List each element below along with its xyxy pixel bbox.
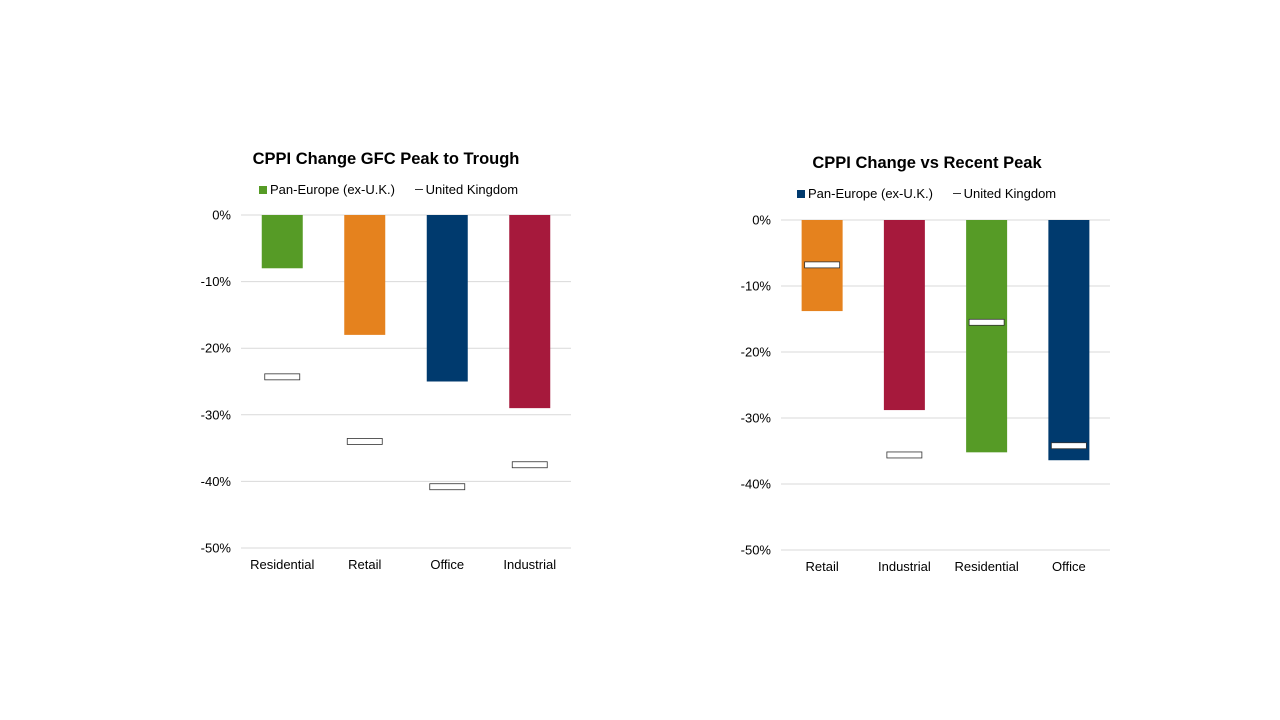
bar	[509, 215, 551, 409]
x-tick-label: Residential	[954, 559, 1018, 574]
uk-marker	[511, 461, 548, 469]
uk-marker	[804, 261, 841, 269]
legend-swatch-icon	[259, 186, 267, 194]
legend-item-pan-europe: Pan-Europe (ex-U.K.)	[797, 186, 933, 201]
bar	[1048, 220, 1090, 461]
bar	[426, 215, 468, 382]
x-tick-label: Retail	[348, 557, 381, 572]
chart-plot-recent-peak: 0% -10% -20% -30% -40% -50% Retail Industrial Re…	[741, 213, 1110, 574]
y-tick-label: 0%	[212, 208, 231, 223]
y-tick-label: -20%	[741, 345, 772, 360]
legend-swatch-icon	[797, 190, 805, 198]
y-tick-label: -20%	[201, 341, 232, 356]
y-tick-label: -30%	[741, 411, 772, 426]
y-tick-label: -50%	[741, 543, 772, 558]
bar	[261, 215, 303, 269]
legend-dash-icon	[414, 189, 423, 190]
uk-marker	[346, 438, 383, 445]
legend-item-uk: United Kingdom	[952, 186, 1057, 201]
x-tick-label: Office	[1052, 559, 1086, 574]
chart-title: CPPI Change vs Recent Peak	[812, 154, 1042, 172]
legend-item-pan-europe: Pan-Europe (ex-U.K.)	[259, 182, 395, 197]
uk-marker	[886, 451, 923, 459]
y-tick-label: -10%	[201, 274, 232, 289]
y-tick-label: -50%	[201, 541, 232, 556]
x-tick-label: Industrial	[503, 557, 556, 572]
x-tick-label: Residential	[250, 557, 314, 572]
chart-legend: Pan-Europe (ex-U.K.) United Kingdom	[259, 182, 534, 197]
legend-label: United Kingdom	[425, 182, 519, 197]
chart-panel-gfc: CPPI Change GFC Peak to Trough Pan-Europ…	[195, 140, 625, 600]
uk-marker	[1050, 442, 1087, 450]
bar	[883, 220, 925, 411]
legend-label: United Kingdom	[963, 186, 1057, 201]
legend-item-uk: United Kingdom	[414, 182, 519, 197]
legend-label: Pan-Europe (ex-U.K.)	[270, 182, 395, 197]
bar	[344, 215, 386, 335]
bar	[966, 220, 1008, 453]
legend-label: Pan-Europe (ex-U.K.)	[808, 186, 933, 201]
y-tick-label: -40%	[201, 474, 232, 489]
uk-marker	[968, 318, 1005, 326]
chart-legend: Pan-Europe (ex-U.K.) United Kingdom	[797, 186, 1072, 201]
y-tick-label: -40%	[741, 477, 772, 492]
x-tick-label: Industrial	[878, 559, 931, 574]
y-tick-label: -10%	[741, 279, 772, 294]
x-tick-label: Office	[430, 557, 464, 572]
y-tick-label: 0%	[752, 213, 771, 228]
chart-panel-recent-peak: CPPI Change vs Recent Peak Pan-Europe (e…	[715, 144, 1145, 604]
uk-marker	[429, 483, 466, 491]
legend-dash-icon	[952, 193, 961, 194]
chart-plot-gfc: 0% -10% -20% -30% -40% -50% Residential Retail O…	[201, 208, 571, 572]
x-tick-label: Retail	[806, 559, 839, 574]
y-tick-label: -30%	[201, 407, 232, 422]
chart-title: CPPI Change GFC Peak to Trough	[252, 150, 520, 168]
uk-marker	[264, 373, 301, 381]
